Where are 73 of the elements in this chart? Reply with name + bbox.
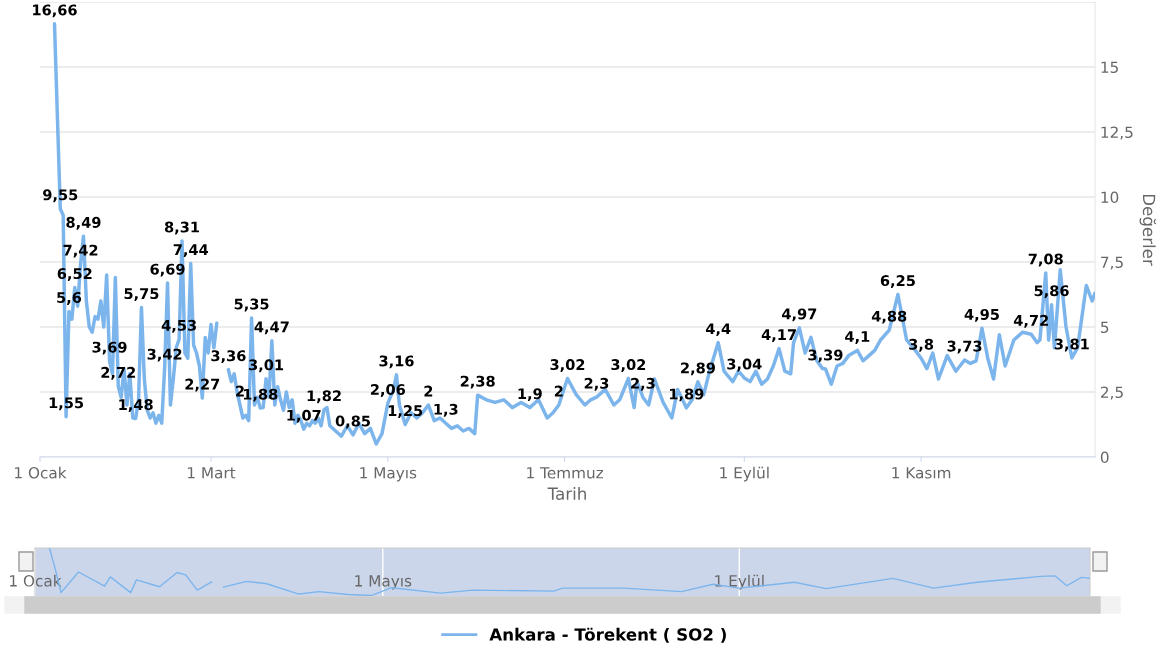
data-label: 3,36 bbox=[211, 350, 246, 364]
data-label: 5,86 bbox=[1034, 285, 1069, 299]
data-label: 2,89 bbox=[681, 362, 715, 376]
data-label: 16,66 bbox=[33, 4, 77, 18]
data-label: 3,8 bbox=[909, 338, 934, 352]
data-label: 3,73 bbox=[947, 340, 982, 354]
data-label: 3,39 bbox=[808, 349, 843, 363]
data-label: 4,4 bbox=[705, 323, 731, 337]
data-label: 3,04 bbox=[727, 358, 762, 372]
data-label: 2 bbox=[236, 385, 244, 397]
x-tick-label: 1 Mayıs bbox=[355, 575, 412, 590]
data-label: 1,9 bbox=[518, 388, 542, 402]
data-label: 7,42 bbox=[63, 244, 98, 258]
data-label: 3,16 bbox=[379, 355, 414, 369]
data-label: 4,97 bbox=[782, 308, 817, 322]
data-label: 7,44 bbox=[173, 244, 209, 258]
y-tick-label: 12,5 bbox=[1101, 126, 1133, 140]
legend-label: Ankara - Törekent ( SO2 ) bbox=[489, 627, 726, 643]
data-label: 6,25 bbox=[880, 275, 915, 288]
data-label: 2 bbox=[424, 385, 433, 397]
data-label: 5,75 bbox=[124, 288, 159, 301]
x-axis-title: Tarih bbox=[547, 487, 586, 500]
data-label: 2,27 bbox=[185, 378, 220, 392]
data-label: 1,82 bbox=[307, 390, 341, 404]
y-tick-label: 2,5 bbox=[1100, 386, 1123, 400]
data-label: 0,85 bbox=[335, 415, 370, 429]
data-label: 2 bbox=[554, 385, 563, 397]
data-label: 2,72 bbox=[101, 366, 135, 380]
x-tick-label: 1 Kasım bbox=[892, 467, 951, 479]
data-label: 6,69 bbox=[150, 263, 185, 277]
data-label: 1,3 bbox=[434, 403, 458, 417]
data-label: 1,89 bbox=[669, 388, 704, 402]
y-tick-label: 15 bbox=[1101, 61, 1118, 74]
x-tick-label: 1 Mayıs bbox=[360, 467, 417, 482]
data-label: 3,42 bbox=[147, 348, 182, 362]
y-tick-label: 7,5 bbox=[1101, 256, 1123, 270]
data-label: 8,49 bbox=[66, 216, 101, 230]
data-label: 5,6 bbox=[57, 292, 82, 305]
data-label: 3,02 bbox=[550, 359, 585, 372]
data-label: 4,88 bbox=[871, 310, 907, 324]
y-axis-title: Değerler bbox=[1139, 194, 1157, 266]
data-label: 2,06 bbox=[370, 384, 406, 397]
data-label: 1,07 bbox=[287, 409, 321, 423]
data-label: 3,01 bbox=[249, 359, 284, 373]
data-label: 4,1 bbox=[845, 331, 870, 344]
data-label: 1,25 bbox=[388, 405, 423, 418]
x-tick-label: 1 Temmuz bbox=[527, 467, 604, 479]
data-label: 2,38 bbox=[460, 375, 495, 389]
data-label: 1,55 bbox=[49, 397, 84, 411]
data-label: 9,55 bbox=[43, 189, 78, 203]
x-tick-label: 1 Mart bbox=[187, 467, 236, 479]
data-label: 4,47 bbox=[254, 321, 289, 335]
data-label: 4,72 bbox=[1013, 314, 1048, 328]
y-tick-label: 0 bbox=[1100, 451, 1109, 464]
x-tick-label: 1 Eylül bbox=[720, 466, 769, 482]
data-label: 8,31 bbox=[164, 221, 200, 235]
data-label: 2,3 bbox=[584, 377, 609, 391]
data-label: 5,35 bbox=[234, 298, 269, 312]
data-label: 3,02 bbox=[611, 359, 646, 372]
data-label: 3,81 bbox=[1054, 338, 1089, 352]
x-tick-label: 1 Ocak bbox=[10, 574, 62, 587]
data-label: 4,95 bbox=[964, 308, 999, 322]
x-tick-label: 1 Ocak bbox=[15, 466, 67, 479]
data-label: 4,53 bbox=[161, 319, 196, 333]
data-label: 3,69 bbox=[92, 341, 127, 355]
data-label: 4,17 bbox=[761, 329, 796, 343]
data-label: 1,48 bbox=[119, 399, 153, 412]
y-tick-label: 10 bbox=[1101, 191, 1119, 204]
data-label: 1,88 bbox=[243, 388, 278, 402]
y-tick-label: 5 bbox=[1101, 321, 1109, 334]
data-label: 7,08 bbox=[1028, 253, 1063, 267]
data-label: 6,52 bbox=[57, 268, 92, 281]
data-label: 2,3 bbox=[631, 377, 655, 391]
